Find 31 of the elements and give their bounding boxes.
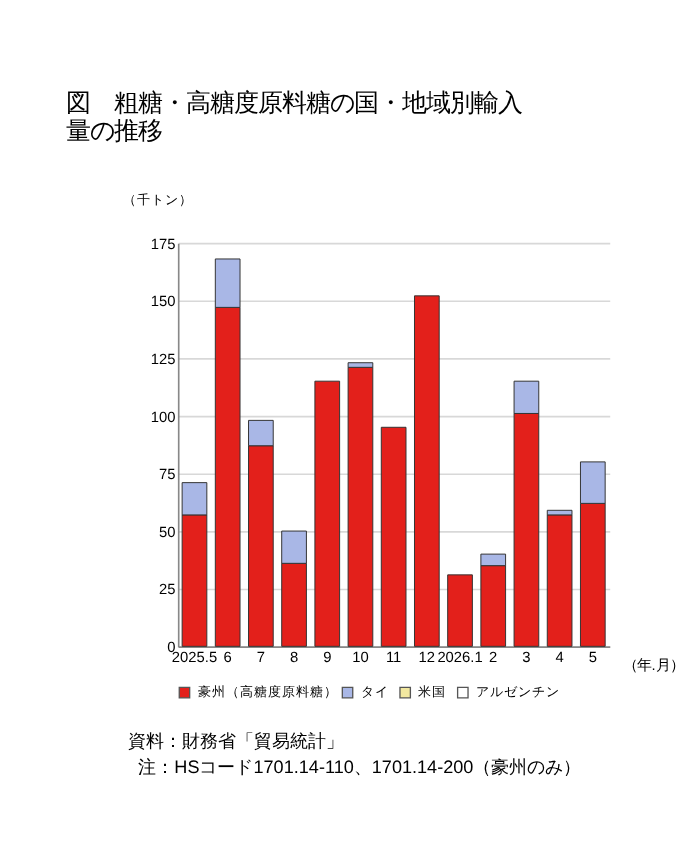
y-tick-label: 0 bbox=[167, 638, 176, 657]
x-tick-label: 7 bbox=[256, 648, 265, 666]
x-tick-label: 11 bbox=[385, 648, 402, 666]
x-axis-title: （年.月） bbox=[623, 656, 684, 675]
y-tick-label: 25 bbox=[158, 580, 176, 599]
bar bbox=[546, 514, 573, 647]
y-tick-label: 75 bbox=[158, 465, 176, 484]
bar bbox=[380, 426, 407, 647]
x-tick-label: 2 bbox=[489, 648, 498, 666]
x-tick-label: 5 bbox=[588, 648, 597, 666]
x-tick-label: 2026.1 bbox=[437, 648, 483, 666]
x-tick-label: 10 bbox=[352, 648, 369, 666]
x-tick-label: 12 bbox=[418, 648, 436, 666]
x-tick-label: 6 bbox=[223, 648, 232, 666]
bar bbox=[413, 295, 440, 647]
x-tick-label: 8 bbox=[289, 648, 299, 666]
chart-title: 図 粗糖・高糖度原料糖の国・地域別輸入量の推移 bbox=[65, 89, 522, 146]
y-tick-label: 125 bbox=[150, 349, 176, 368]
y-tick-label: 150 bbox=[150, 292, 176, 311]
text: 資料：財務省「貿易統計」 bbox=[128, 730, 345, 751]
y-tick-label: 100 bbox=[150, 407, 176, 426]
text: 注：HSコード1701.14-110、1701.14-200（豪州のみ） bbox=[138, 757, 582, 778]
x-tick-label: 4 bbox=[555, 648, 564, 666]
bar bbox=[314, 380, 341, 647]
bar bbox=[347, 366, 374, 647]
x-tick-label: 3 bbox=[522, 648, 531, 666]
y-tick-label: 175 bbox=[150, 234, 176, 253]
x-tick-label: 9 bbox=[323, 648, 332, 666]
bar bbox=[447, 574, 473, 647]
x-tick-label: 2025.5 bbox=[171, 648, 218, 666]
y-tick-label: 50 bbox=[158, 522, 176, 541]
